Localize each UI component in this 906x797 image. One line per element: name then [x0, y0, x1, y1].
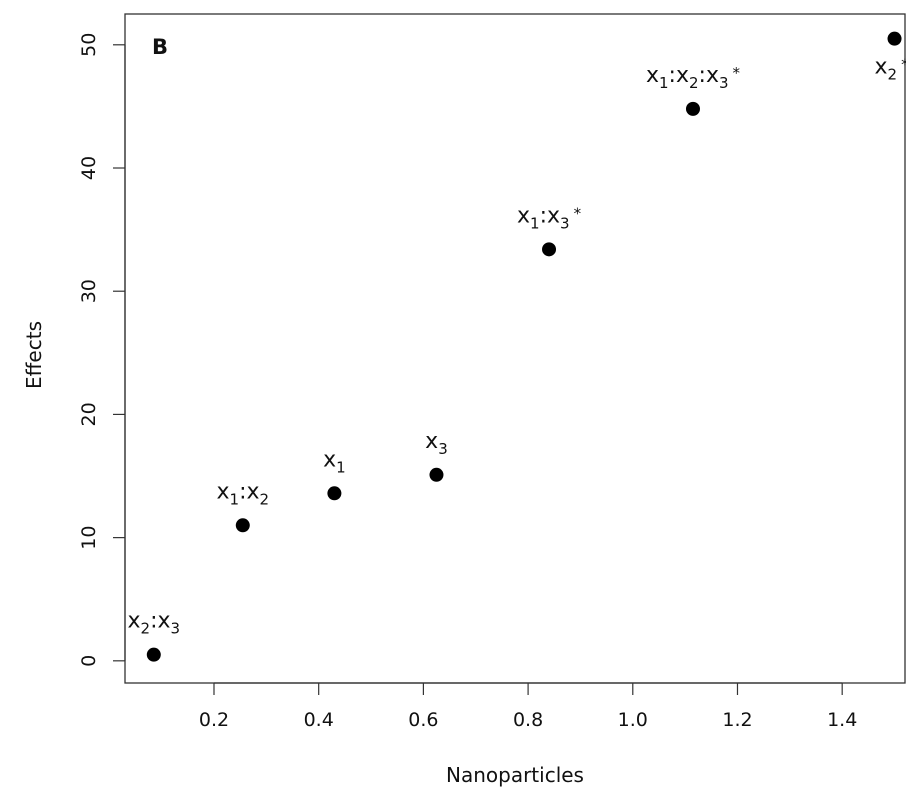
- point-label: x2*: [874, 55, 906, 84]
- point-label: x1:x2: [216, 479, 269, 508]
- point-labels: x2:x3 x1:x2 x1 x3 x1:x3* x1:x2:x3* x2*: [128, 55, 906, 638]
- y-tick-label: 0: [78, 655, 100, 667]
- y-axis: 0 10 20 30 40 50: [78, 33, 126, 667]
- data-point: [146, 647, 161, 662]
- plot-frame: [124, 13, 906, 684]
- point-label: x2:x3: [128, 609, 181, 638]
- y-tick-label: 50: [78, 33, 100, 57]
- data-point: [429, 467, 444, 482]
- data-point: [685, 101, 700, 116]
- x-axis: 0.2 0.4 0.6 0.8 1.0 1.2 1.4: [199, 682, 857, 731]
- y-tick-label: 30: [78, 279, 100, 303]
- x-tick-label: 0.8: [513, 709, 543, 731]
- data-point: [542, 242, 557, 257]
- point-label: x3: [425, 429, 448, 458]
- data-points: [146, 31, 902, 662]
- x-tick-label: 1.4: [827, 709, 857, 731]
- data-point: [235, 518, 250, 533]
- y-tick-label: 40: [78, 156, 100, 180]
- y-axis-title: Effects: [22, 321, 46, 389]
- point-label: x1:x3*: [517, 203, 582, 232]
- x-tick-label: 0.2: [199, 709, 229, 731]
- x-axis-title: Nanoparticles: [446, 763, 584, 787]
- data-point: [327, 486, 342, 501]
- x-tick-label: 0.6: [408, 709, 438, 731]
- data-point: [887, 31, 902, 46]
- point-label: x1:x2:x3*: [646, 63, 741, 92]
- x-tick-label: 0.4: [304, 709, 334, 731]
- panel-label: B: [152, 35, 168, 59]
- point-label: x1: [323, 447, 346, 476]
- y-tick-label: 10: [78, 526, 100, 550]
- x-tick-label: 1.0: [618, 709, 648, 731]
- y-tick-label: 20: [78, 402, 100, 426]
- x-tick-label: 1.2: [722, 709, 752, 731]
